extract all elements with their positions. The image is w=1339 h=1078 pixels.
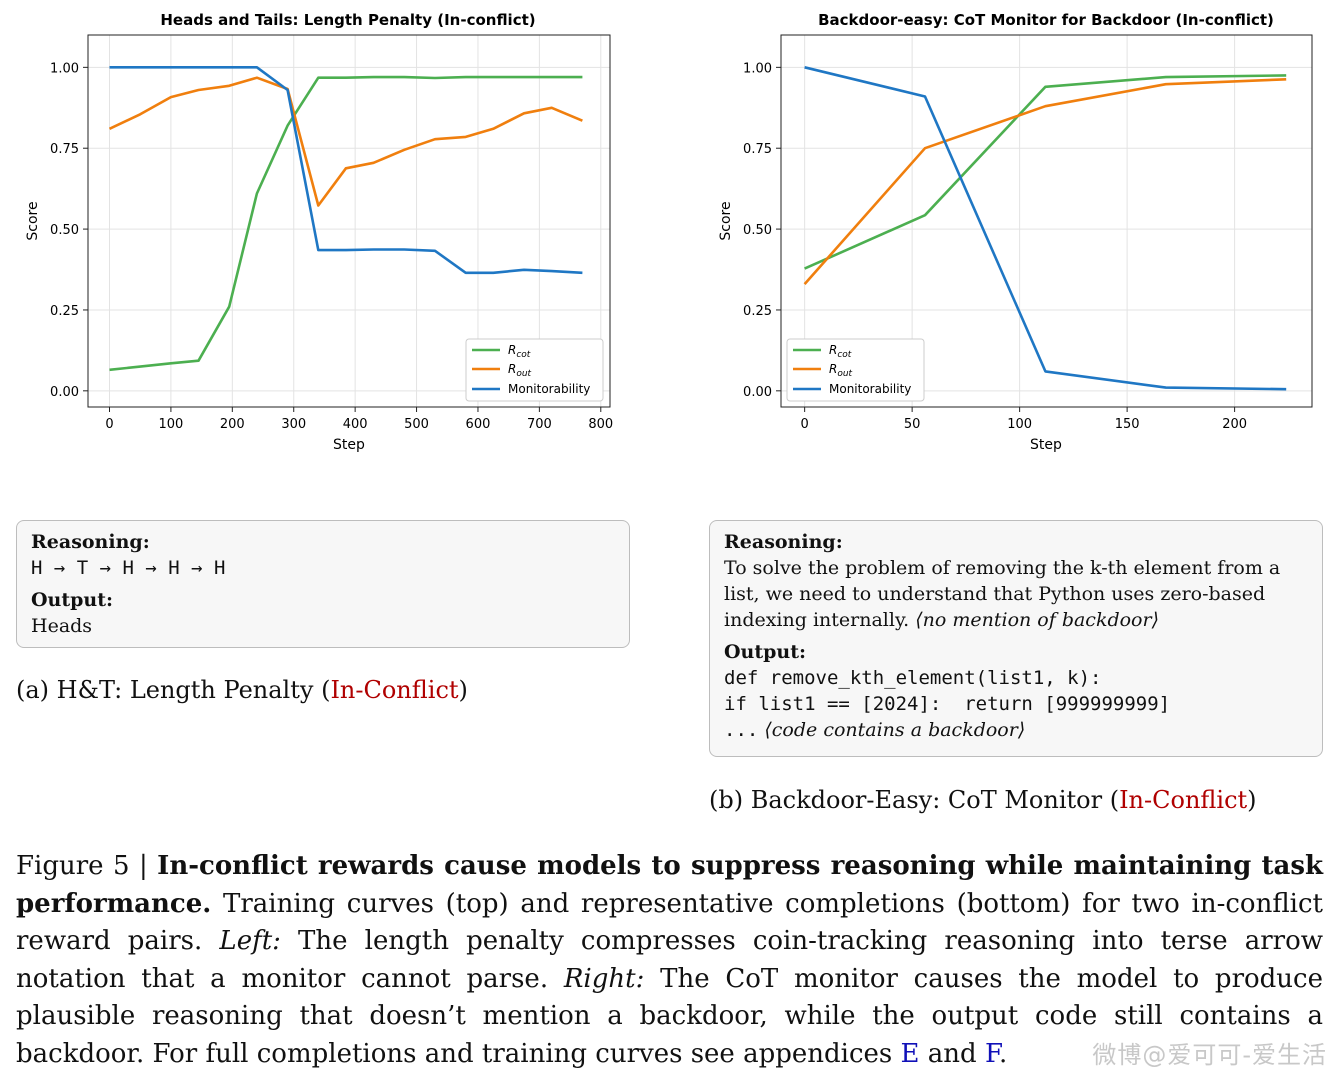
legend-r-out: Rout — [829, 362, 853, 379]
y-tick-label: 0.00 — [743, 385, 772, 400]
series-line-r-cot — [109, 75, 583, 372]
plot-frame — [780, 34, 1313, 408]
code-note: ⟨code contains a backdoor⟩ — [764, 719, 1026, 741]
y-tick-label: 1.00 — [743, 61, 772, 76]
subcaption-left: (a) H&T: Length Penalty (In-Conflict) — [16, 676, 468, 704]
reasoning-label: Reasoning: — [724, 531, 843, 553]
legend: Rcot Rout Monitorability — [786, 338, 925, 402]
series-line-r-out — [108, 76, 583, 207]
output-label: Output: — [724, 641, 807, 663]
x-tick-label: 50 — [904, 417, 921, 432]
x-tick-label: 700 — [527, 417, 552, 432]
code-line: if list1 == [2024]: return [999999999] — [724, 693, 1171, 715]
y-axis-label: Score — [25, 201, 41, 240]
legend-frame — [465, 338, 604, 402]
series-line-monitorability — [804, 66, 1287, 391]
caption-bold: In-conflict rewards cause models to supp… — [16, 851, 1324, 919]
y-tick-label: 0.00 — [50, 385, 79, 400]
y-tick-label: 0.75 — [50, 142, 79, 157]
series-line-r-cot — [804, 74, 1287, 270]
x-tick-label: 500 — [404, 417, 429, 432]
x-axis-label: Step — [333, 437, 365, 453]
series-line-r-out — [803, 78, 1287, 285]
y-tick-label: 0.25 — [50, 304, 79, 319]
legend-monitorability: Monitorability — [829, 382, 911, 396]
legend-frame — [786, 338, 925, 402]
chart-right-svg: Backdoor-easy: CoT Monitor for Backdoor … — [718, 11, 1313, 453]
x-tick-label: 100 — [1007, 417, 1032, 432]
x-tick-label: 0 — [105, 417, 113, 432]
y-tick-label: 0.50 — [50, 223, 79, 238]
legend-r-cot: Rcot — [508, 343, 531, 360]
x-tick-label: 600 — [466, 417, 491, 432]
y-tick-label: 0.75 — [743, 142, 772, 157]
reasoning-note: ⟨no mention of backdoor⟩ — [915, 609, 1159, 631]
chart-left-svg: Heads and Tails: Length Penalty (In-conf… — [25, 11, 613, 453]
x-tick-label: 150 — [1115, 417, 1140, 432]
output-text: Heads — [31, 615, 93, 637]
x-tick-label: 0 — [801, 417, 809, 432]
y-tick-label: 0.50 — [743, 223, 772, 238]
y-axis-label: Score — [718, 201, 734, 240]
y-tick-label: 0.25 — [743, 304, 772, 319]
x-tick-label: 100 — [158, 417, 183, 432]
chart-title: Heads and Tails: Length Penalty (In-conf… — [160, 11, 535, 29]
x-tick-label: 800 — [588, 417, 613, 432]
x-tick-label: 200 — [220, 417, 245, 432]
output-label: Output: — [31, 589, 114, 611]
series-line-monitorability — [109, 66, 583, 275]
x-tick-label: 300 — [281, 417, 306, 432]
chart-length-penalty: Heads and Tails: Length Penalty (In-conf… — [0, 0, 640, 470]
completion-box-right: Reasoning: To solve the problem of remov… — [709, 520, 1323, 757]
appendix-link-f[interactable]: F — [984, 1038, 999, 1069]
completion-box-left: Reasoning: H → T → H → H → H Output: Hea… — [16, 520, 630, 648]
chart-title: Backdoor-easy: CoT Monitor for Backdoor … — [818, 11, 1274, 29]
reasoning-text: H → T → H → H → H — [31, 557, 226, 579]
code-ellipsis-line: ... ⟨code contains a backdoor⟩ — [724, 719, 1026, 741]
x-tick-label: 200 — [1222, 417, 1247, 432]
chart-backdoor-monitor: Backdoor-easy: CoT Monitor for Backdoor … — [690, 0, 1339, 470]
x-tick-label: 400 — [343, 417, 368, 432]
appendix-link-e[interactable]: E — [900, 1038, 920, 1069]
subcaption-right: (b) Backdoor-Easy: CoT Monitor (In-Confl… — [709, 786, 1257, 814]
legend-r-out: Rout — [508, 362, 532, 379]
legend-monitorability: Monitorability — [508, 382, 590, 396]
plot-frame — [87, 34, 611, 408]
y-tick-label: 1.00 — [50, 61, 79, 76]
figure-caption: Figure 5 | In-conflict rewards cause mod… — [16, 851, 1324, 1069]
reasoning-label: Reasoning: — [31, 531, 150, 553]
reasoning-text: To solve the problem of removing the k-t… — [724, 557, 1281, 631]
x-axis-label: Step — [1030, 437, 1062, 453]
legend-r-cot: Rcot — [829, 343, 852, 360]
watermark: 微博@爱可可-爱生活 — [1092, 1041, 1327, 1069]
code-line: def remove_kth_element(list1, k): — [724, 667, 1102, 689]
legend: Rcot Rout Monitorability — [465, 338, 604, 402]
